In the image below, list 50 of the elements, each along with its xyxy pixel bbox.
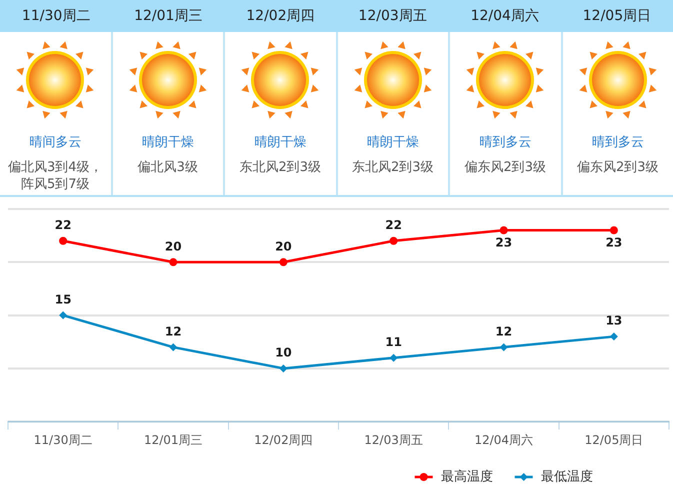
text: 偏北风3到4级，阵风5到7级 xyxy=(6,159,104,193)
data-label: 23 xyxy=(495,235,512,250)
x-tick-label: 12/04周六 xyxy=(474,432,534,447)
category-label: 11/30周二 xyxy=(22,7,90,25)
point xyxy=(500,226,508,234)
data-label: 12 xyxy=(164,324,182,338)
text: 晴间多云 xyxy=(29,134,82,151)
point xyxy=(390,236,398,245)
text: 晴朗干燥 xyxy=(366,134,419,151)
data-label: 22 xyxy=(54,218,72,232)
point xyxy=(279,364,288,372)
point xyxy=(279,258,288,266)
data-label: 20 xyxy=(164,239,182,254)
data-label: 10 xyxy=(275,346,292,360)
category-label: 12/04周六 xyxy=(470,7,539,25)
point xyxy=(169,343,178,352)
category-label: 12/05周日 xyxy=(582,7,652,25)
x-tick-label: 12/05周日 xyxy=(584,432,644,447)
x-tick-label: 11/30周二 xyxy=(34,432,92,447)
category-label: 12/01周三 xyxy=(134,7,202,25)
category-label: 12/02周四 xyxy=(246,7,315,25)
category-label: 12/03周五 xyxy=(358,7,427,25)
x-tick-label: 12/01周三 xyxy=(144,432,203,447)
data-label: 22 xyxy=(385,218,402,232)
data-label: 15 xyxy=(54,292,72,306)
point xyxy=(59,236,68,245)
data-label: 12 xyxy=(495,324,512,338)
data-label: 13 xyxy=(606,314,622,328)
data-label: 20 xyxy=(275,239,292,254)
x-tick-label: 12/02周四 xyxy=(254,432,313,447)
text: 偏东风2到3级 xyxy=(463,159,548,176)
data-label: 11 xyxy=(385,334,402,349)
point xyxy=(500,343,508,352)
point xyxy=(59,311,68,320)
point xyxy=(390,354,398,362)
text: 晴朗干燥 xyxy=(142,134,194,151)
text: 晴到多云 xyxy=(592,134,644,151)
data-label: 23 xyxy=(606,235,622,250)
text: 晴朗干燥 xyxy=(254,134,306,151)
legend-label: 最高温度 xyxy=(440,468,493,484)
legend-label: 最低温度 xyxy=(540,468,593,484)
text: 东北风2到3级 xyxy=(238,159,322,176)
point xyxy=(610,226,618,234)
text: 东北风2到3级 xyxy=(350,159,435,176)
point xyxy=(610,332,618,341)
text: 偏东风2到3级 xyxy=(576,159,660,176)
x-tick-label: 12/03周五 xyxy=(364,432,423,447)
text: 晴到多云 xyxy=(479,134,532,151)
point xyxy=(169,258,178,266)
text: 偏北风3级 xyxy=(136,159,199,176)
